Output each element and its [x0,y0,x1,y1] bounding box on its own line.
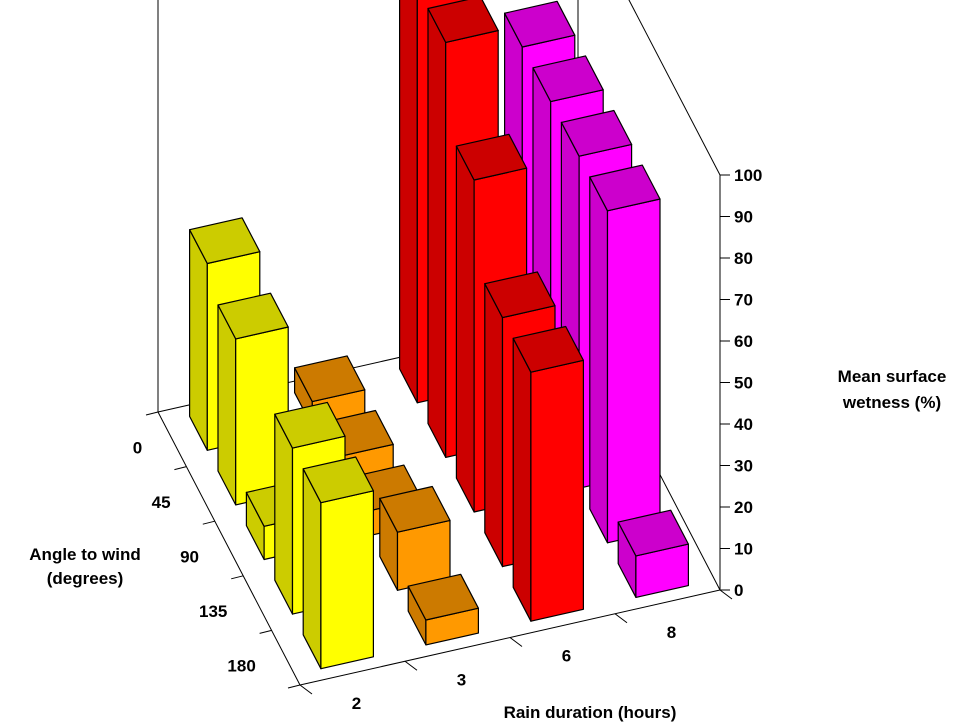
z-tick-label: 20 [734,498,753,517]
bar-top-face [217,292,289,340]
bar-top-face [512,325,585,373]
bar-side-face [455,145,475,513]
bar-2h-180deg [302,456,374,670]
bar-top-face [274,401,346,449]
bar-front-face [530,359,585,622]
y-tick-label: 0 [133,438,142,457]
bar-top-face [484,271,556,319]
floor-left-edge [157,411,301,686]
bar-top-face [560,109,633,157]
x-tick-mark [509,637,523,647]
z-tick-label: 100 [734,166,762,185]
z-axis-title: Mean surface wetness (%) [838,367,947,412]
z-tick-label: 40 [734,415,753,434]
y-tick-label: 90 [180,548,199,567]
bar-top-face [302,456,374,504]
bar-side-face [589,176,609,544]
y-tick-mark [174,466,187,471]
x-tick-mark [404,660,418,671]
bar-top-face [455,133,528,181]
x-tick-mark [614,613,628,624]
y-axis-title: Angle to wind (degrees) [29,545,140,588]
x-tick-label: 2 [352,694,361,713]
y-tick-mark [287,684,301,689]
bar-side-face [484,283,504,568]
bar-8h-180deg [617,509,690,599]
bar-top-face [504,0,576,48]
bar-top-face [407,573,479,621]
y-tick-mark [145,411,159,416]
z-tick-label: 80 [734,249,753,268]
z-tick-label: 50 [734,374,753,393]
y-tick-mark [202,520,215,525]
labels: 0102030405060708090100236804590135180Rai… [29,166,946,722]
bar-front-face [320,490,374,670]
bar-top-face [379,485,451,533]
y-tick-mark [259,629,272,634]
y-tick-mark [231,575,244,580]
bar-3h-180deg [407,573,479,646]
x-tick-label: 8 [667,623,676,642]
x-tick-mark [299,684,313,695]
x-tick-label: 6 [562,647,571,666]
bar-3h-135deg [379,485,451,591]
z-tick-label: 90 [734,208,753,227]
bar-side-face [399,0,418,404]
bar-side-face [427,7,447,458]
z-tick-label: 10 [734,540,753,559]
bars [189,0,690,670]
bar-8h-135deg [589,164,661,544]
bar-side-face [512,337,532,622]
bar-top-face [617,509,690,557]
bar-side-face [189,229,208,451]
bar-top-face [532,55,604,103]
bar-top-face [589,164,661,212]
x-tick-label: 3 [457,670,466,689]
y-tick-label: 180 [227,657,255,676]
z-tick-label: 30 [734,457,753,476]
bar-6h-180deg [512,325,585,622]
x-axis-title: Rain duration (hours) [504,703,677,722]
y-tick-label: 135 [199,602,227,621]
z-tick-label: 70 [734,291,753,310]
z-tick-label: 60 [734,332,753,351]
bar-front-face [606,198,661,544]
y-tick-label: 45 [152,493,171,512]
bar-top-face [427,0,499,44]
wall-top-right [628,0,721,176]
bar-top-face [294,355,366,403]
x-tick-mark [719,589,733,600]
bar-2h-45deg [217,292,289,506]
z-tick-label: 0 [734,581,743,600]
bar-top-face [189,217,261,265]
